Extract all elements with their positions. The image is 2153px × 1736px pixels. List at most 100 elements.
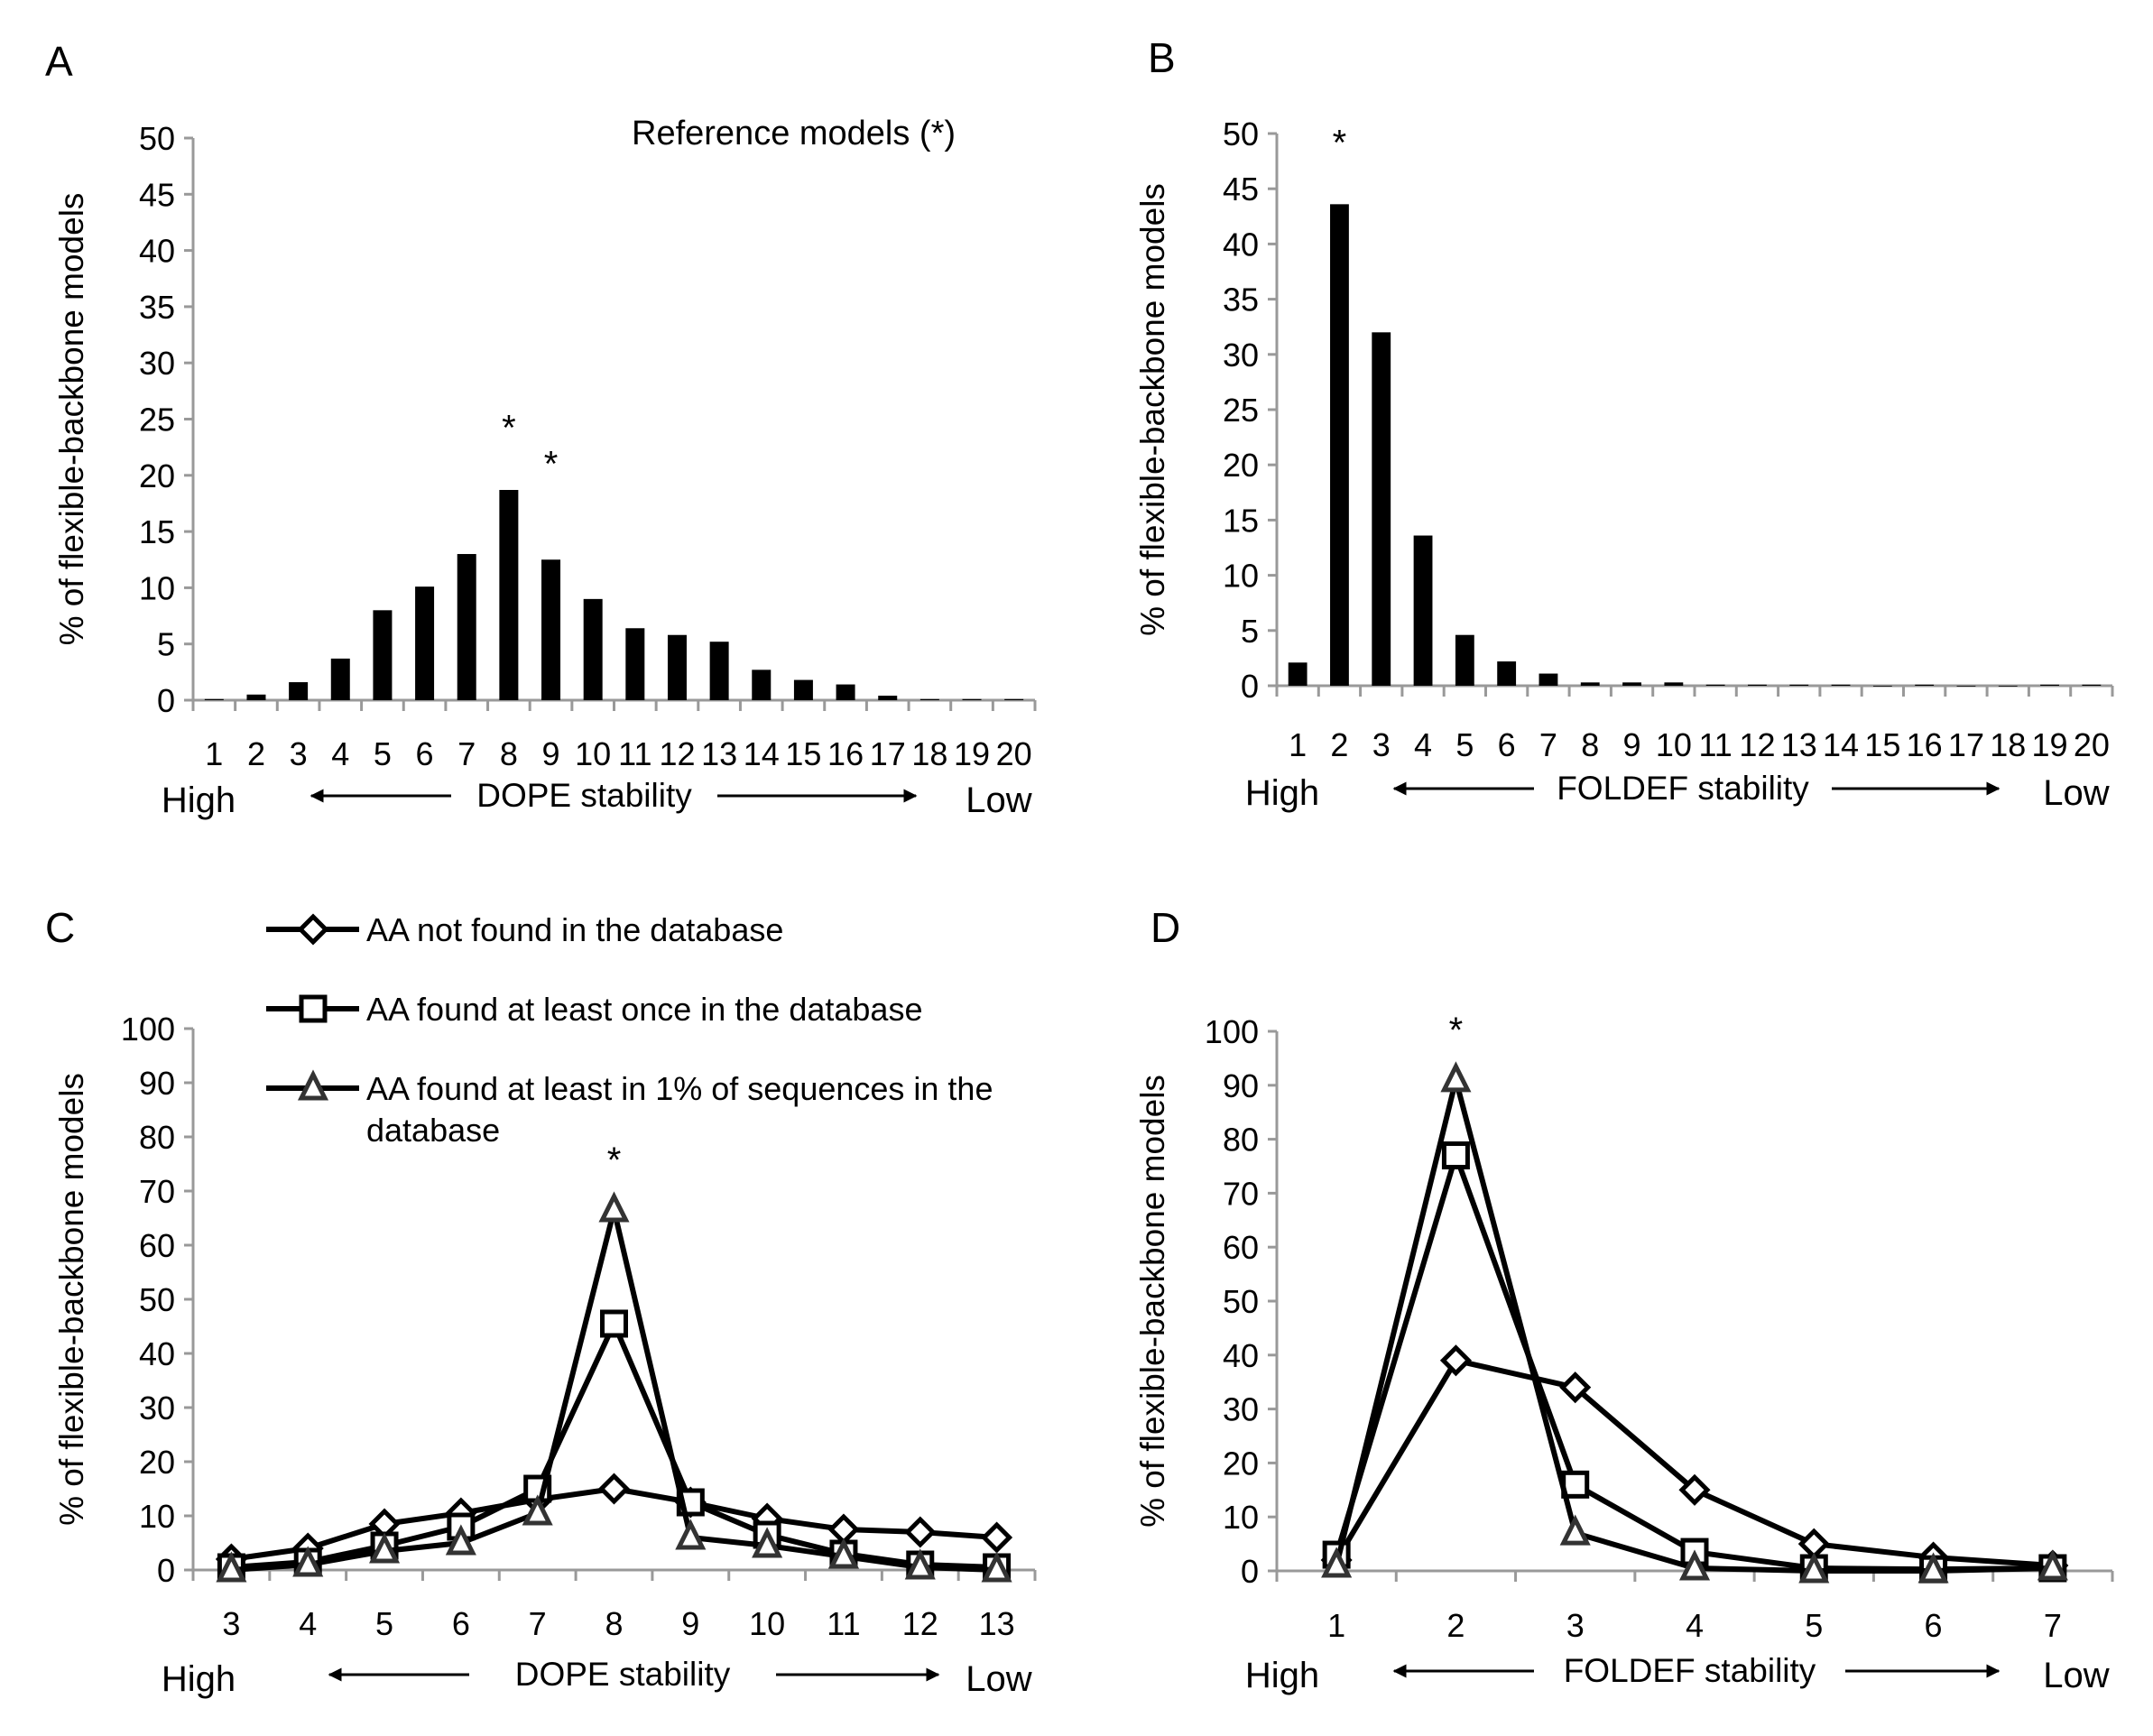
triangle-marker <box>1321 1547 1353 1578</box>
y-tick-label: 50 <box>1223 115 1259 152</box>
x-tick-label: 7 <box>1539 726 1557 763</box>
bar <box>457 554 476 700</box>
legend-label: AA found at least once in the database <box>366 991 922 1028</box>
y-tick-label: 25 <box>1223 392 1259 429</box>
x-tick-label: 3 <box>290 735 308 772</box>
x-tick-label: 19 <box>954 735 990 772</box>
x-label-low: Low <box>2043 773 2109 813</box>
x-tick-label: 13 <box>979 1605 1015 1642</box>
x-tick-label: 15 <box>785 735 821 772</box>
x-tick-label: 2 <box>247 735 265 772</box>
x-tick-label: 7 <box>529 1605 547 1642</box>
x-tick-label: 6 <box>452 1605 470 1642</box>
y-tick-label: 20 <box>1223 447 1259 484</box>
legend: AA not found in the database AA found at … <box>266 911 993 1149</box>
diamond-marker <box>904 1516 937 1548</box>
x-tick-label: 13 <box>1781 726 1817 763</box>
triangle-marker <box>2037 1549 2068 1581</box>
x-tick-label: 2 <box>1330 726 1348 763</box>
x-tick-label: 3 <box>222 1605 240 1642</box>
bar <box>1455 634 1474 686</box>
y-tick-label: 40 <box>139 233 175 270</box>
x-tick-label: 8 <box>605 1605 623 1642</box>
bar <box>836 684 855 700</box>
y-tick-label: 30 <box>139 1390 175 1427</box>
significance-star: * <box>1333 124 1347 163</box>
bar <box>2082 684 2102 686</box>
bar <box>625 628 645 700</box>
legend-label: AA not found in the database <box>366 911 783 948</box>
triangle-marker <box>827 1537 860 1569</box>
bar <box>499 489 519 700</box>
panel-letter: C <box>45 904 75 951</box>
series-line <box>1334 1357 2054 1569</box>
y-tick-label: 30 <box>139 345 175 382</box>
series-line <box>231 1207 997 1573</box>
bar <box>2040 684 2059 686</box>
bar <box>919 698 939 700</box>
triangle-marker <box>904 1548 936 1580</box>
y-tick-label: 30 <box>1223 337 1259 374</box>
y-tick-label: 25 <box>139 402 175 439</box>
x-tick-label: 20 <box>2074 726 2110 763</box>
x-tick-label: 9 <box>1623 726 1641 763</box>
x-axis-title: DOPE stability <box>476 777 692 814</box>
bar <box>330 658 350 700</box>
y-tick-label: 100 <box>121 1011 175 1048</box>
bar <box>1789 684 1809 686</box>
triangle-marker <box>1559 1514 1591 1546</box>
reference-models-note: Reference models (*) <box>632 115 956 152</box>
bar <box>1872 686 1892 687</box>
y-tick-label: 5 <box>1241 613 1259 650</box>
x-tick-label: 16 <box>827 735 864 772</box>
x-tick-label: 8 <box>1581 726 1599 763</box>
x-tick-label: 6 <box>1925 1607 1943 1644</box>
x-tick-label: 19 <box>2032 726 2068 763</box>
legend-label-cont: database <box>366 1112 500 1149</box>
y-tick-label: 60 <box>1223 1229 1259 1266</box>
x-tick-label: 3 <box>1566 1607 1585 1644</box>
x-tick-label: 12 <box>1739 726 1775 763</box>
triangle-marker <box>216 1551 247 1583</box>
x-tick-label: 3 <box>1372 726 1391 763</box>
triangle-marker <box>675 1519 707 1550</box>
triangle-marker <box>981 1551 1012 1583</box>
x-tick-label: 18 <box>911 735 947 772</box>
x-tick-label: 4 <box>1414 726 1432 763</box>
bar <box>1330 204 1349 686</box>
bar <box>415 586 435 700</box>
x-label-high: High <box>1245 1656 1319 1695</box>
y-tick-label: 100 <box>1205 1013 1259 1050</box>
bar <box>1288 662 1308 686</box>
y-tick-label: 20 <box>1223 1445 1259 1482</box>
legend-label: AA found at least in 1% of sequences in … <box>366 1070 993 1107</box>
x-tick-label: 11 <box>827 1605 860 1642</box>
x-tick-label: 1 <box>205 735 223 772</box>
bar <box>752 669 772 700</box>
bar <box>204 698 224 700</box>
x-tick-label: 2 <box>1446 1607 1465 1644</box>
y-axis-title: % of flexible-backbone models <box>1134 1075 1171 1528</box>
y-tick-label: 35 <box>139 289 175 326</box>
x-tick-label: 10 <box>749 1605 785 1642</box>
bar <box>709 642 729 700</box>
bar <box>1705 684 1725 686</box>
triangle-marker <box>368 1532 401 1564</box>
y-axis-title: % of flexible-backbone models <box>53 1073 90 1526</box>
x-tick-label: 6 <box>1498 726 1516 763</box>
y-tick-label: 10 <box>1223 558 1259 595</box>
y-tick-label: 90 <box>139 1065 175 1102</box>
x-tick-label: 4 <box>1686 1607 1704 1644</box>
x-tick-label: 5 <box>1455 726 1474 763</box>
bar <box>541 559 561 700</box>
bar <box>1539 673 1558 686</box>
bar <box>1915 684 1935 686</box>
x-tick-label: 9 <box>681 1605 699 1642</box>
x-tick-label: 7 <box>457 735 476 772</box>
significance-star: * <box>607 1140 622 1180</box>
x-tick-label: 11 <box>618 735 651 772</box>
y-tick-label: 0 <box>1241 1553 1259 1590</box>
bar <box>1998 686 2018 687</box>
